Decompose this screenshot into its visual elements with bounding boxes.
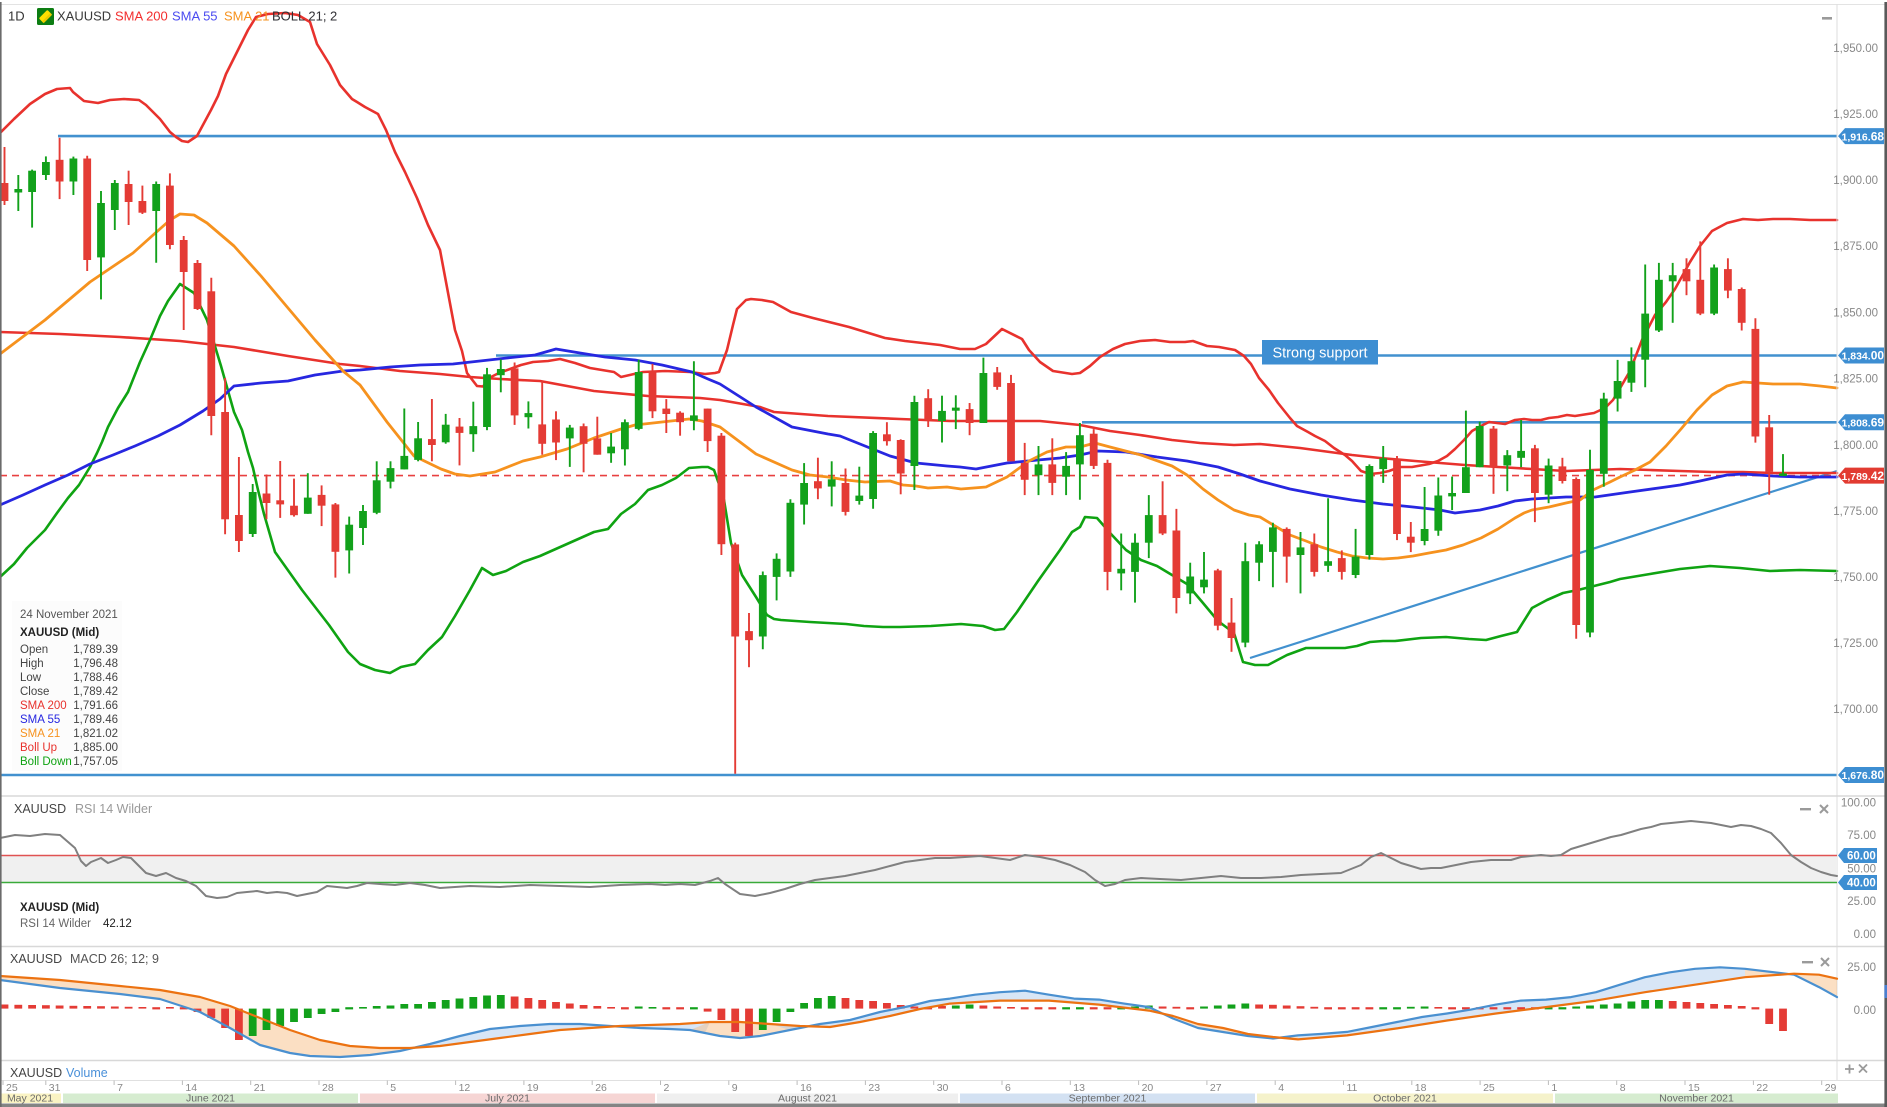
svg-text:1: 1 [1551,1082,1557,1094]
svg-text:1,789.46: 1,789.46 [73,714,118,726]
svg-text:12: 12 [459,1082,471,1094]
svg-text:18: 18 [1415,1082,1427,1094]
svg-text:26: 26 [595,1082,607,1094]
svg-text:May 2021: May 2021 [7,1093,53,1105]
svg-text:24 November 2021: 24 November 2021 [20,609,118,621]
svg-text:XAUUSD (Mid): XAUUSD (Mid) [20,902,99,914]
svg-text:25.00: 25.00 [1847,962,1876,974]
svg-text:Low: Low [20,672,42,684]
svg-text:SMA 200: SMA 200 [20,700,67,712]
svg-text:11: 11 [1347,1082,1358,1094]
svg-text:SMA 55: SMA 55 [20,714,60,726]
svg-text:SMA 21: SMA 21 [20,728,60,740]
svg-text:31: 31 [49,1082,61,1094]
svg-text:0.00: 0.00 [1854,1005,1876,1017]
svg-text:100.00: 100.00 [1841,798,1876,810]
svg-text:Volume: Volume [66,1066,108,1080]
svg-text:8: 8 [1620,1082,1626,1094]
svg-text:23: 23 [868,1082,880,1094]
svg-text:1,788.46: 1,788.46 [73,672,118,684]
svg-text:1,725.00: 1,725.00 [1833,638,1878,650]
svg-text:0.00: 0.00 [1854,929,1876,941]
svg-text:XAUUSD: XAUUSD [10,1066,62,1080]
svg-text:Boll Up: Boll Up [20,742,57,754]
svg-text:40.00: 40.00 [1847,878,1876,890]
svg-text:50.00: 50.00 [1847,863,1876,875]
svg-text:1,808.69: 1,808.69 [1842,416,1885,430]
svg-text:1,676.80: 1,676.80 [1842,768,1885,782]
svg-text:5: 5 [390,1082,396,1094]
svg-text:1D: 1D [8,9,25,24]
svg-text:60.00: 60.00 [1847,851,1876,863]
svg-text:XAUUSD: XAUUSD [10,952,62,966]
svg-text:7: 7 [117,1082,123,1094]
svg-text:SMA 55: SMA 55 [172,9,218,24]
svg-text:42.12: 42.12 [103,918,132,930]
svg-text:1,789.39: 1,789.39 [73,644,118,656]
svg-text:19: 19 [527,1082,539,1094]
svg-text:9: 9 [732,1082,738,1094]
svg-text:29: 29 [1825,1082,1837,1094]
svg-text:1,796.48: 1,796.48 [73,658,118,670]
svg-text:1,800.00: 1,800.00 [1833,440,1878,452]
svg-text:BOLL 21; 2: BOLL 21; 2 [272,9,337,24]
svg-text:16: 16 [800,1082,812,1094]
svg-text:1,821.02: 1,821.02 [73,728,118,740]
svg-text:15: 15 [1688,1082,1700,1094]
svg-text:November 2021: November 2021 [1659,1093,1734,1105]
svg-text:1,916.68: 1,916.68 [1842,129,1885,143]
svg-text:June 2021: June 2021 [186,1093,235,1105]
svg-text:1,700.00: 1,700.00 [1833,704,1878,716]
svg-text:1,757.05: 1,757.05 [73,756,118,768]
svg-text:Close: Close [20,686,49,698]
svg-text:1,925.00: 1,925.00 [1833,109,1878,121]
svg-text:21: 21 [254,1082,266,1094]
svg-text:High: High [20,658,44,670]
svg-text:1,850.00: 1,850.00 [1833,308,1878,320]
svg-text:14: 14 [185,1082,197,1094]
svg-text:Boll Down: Boll Down [20,756,72,768]
svg-text:2: 2 [664,1082,670,1094]
svg-text:22: 22 [1756,1082,1768,1094]
svg-text:30: 30 [937,1082,949,1094]
svg-text:1,885.00: 1,885.00 [73,742,118,754]
svg-text:25: 25 [6,1082,18,1094]
svg-text:1,789.42: 1,789.42 [1842,469,1885,483]
svg-text:Open: Open [20,644,48,656]
svg-text:MACD 26; 12; 9: MACD 26; 12; 9 [70,952,159,966]
svg-text:XAUUSD: XAUUSD [14,802,66,816]
svg-text:13: 13 [1073,1082,1085,1094]
svg-text:August 2021: August 2021 [778,1093,837,1105]
svg-text:75.00: 75.00 [1847,830,1876,842]
svg-text:27: 27 [1210,1082,1222,1094]
svg-text:July 2021: July 2021 [485,1093,530,1105]
svg-text:20: 20 [1142,1082,1154,1094]
svg-text:6: 6 [1005,1082,1011,1094]
svg-text:September 2021: September 2021 [1069,1093,1147,1105]
svg-text:Strong support: Strong support [1272,346,1367,362]
svg-text:4: 4 [1278,1082,1284,1094]
svg-text:RSI 14 Wilder: RSI 14 Wilder [75,802,152,816]
svg-text:1,900.00: 1,900.00 [1833,175,1878,187]
svg-text:SMA 21: SMA 21 [224,9,270,24]
svg-text:25: 25 [1483,1082,1495,1094]
svg-text:RSI 14 Wilder: RSI 14 Wilder [20,918,91,930]
svg-text:XAUUSD (Mid): XAUUSD (Mid) [20,627,99,639]
svg-text:28: 28 [322,1082,334,1094]
svg-text:1,775.00: 1,775.00 [1833,506,1878,518]
svg-text:XAUUSD: XAUUSD [57,9,111,24]
svg-text:October 2021: October 2021 [1373,1093,1437,1105]
svg-text:1,834.00: 1,834.00 [1842,349,1885,363]
svg-text:1,791.66: 1,791.66 [73,700,118,712]
svg-text:1,825.00: 1,825.00 [1833,374,1878,386]
svg-text:1,789.42: 1,789.42 [73,686,118,698]
svg-text:SMA 200: SMA 200 [115,9,168,24]
svg-text:1,950.00: 1,950.00 [1833,43,1878,55]
svg-text:1,750.00: 1,750.00 [1833,572,1878,584]
svg-text:25.00: 25.00 [1847,896,1876,908]
svg-text:1,875.00: 1,875.00 [1833,241,1878,253]
